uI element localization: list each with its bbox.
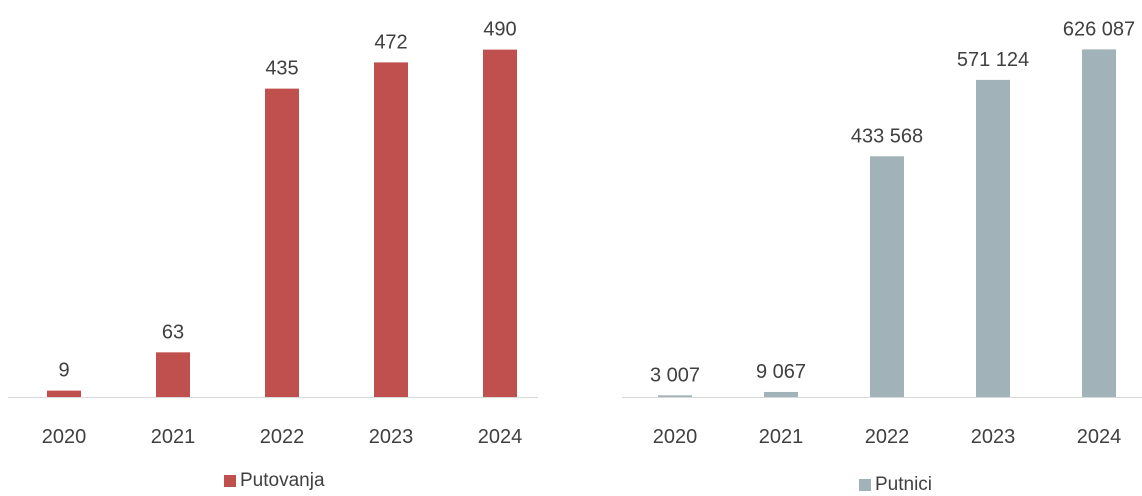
legend-putnici: Putnici (859, 474, 932, 496)
x-tick-label-2023: 2023 (971, 426, 1016, 448)
bar-2020 (47, 390, 81, 397)
x-tick-label-2023: 2023 (369, 426, 414, 448)
legend-swatch-putnici (859, 479, 871, 491)
bar-2024 (1082, 49, 1116, 398)
data-label-2023: 571 124 (957, 49, 1029, 71)
data-label-2020: 9 (58, 360, 69, 382)
bar-2023 (374, 62, 408, 398)
data-label-2021: 63 (162, 321, 184, 343)
data-label-2024: 626 087 (1063, 18, 1135, 40)
x-tick-label-2022: 2022 (260, 426, 305, 448)
bar-2021 (764, 391, 798, 397)
legend-swatch-putovanja (224, 475, 236, 487)
data-label-2023: 472 (374, 31, 407, 53)
x-tick-label-2020: 2020 (42, 426, 87, 448)
legend-putovanja: Putovanja (224, 470, 325, 492)
data-label-2020: 3 007 (650, 364, 700, 386)
bar-2022 (265, 88, 299, 397)
x-tick-label-2021: 2021 (151, 426, 196, 448)
legend-label-putovanja: Putovanja (240, 470, 325, 491)
bar-2020 (658, 395, 692, 397)
chart-2: 3 007 2020 9 067 2021 433 568 2022 571 124 2023… (622, 18, 1142, 448)
x-tick-label-2024: 2024 (478, 426, 523, 448)
bar-2023 (976, 79, 1010, 398)
x-tick-label-2020: 2020 (653, 426, 698, 448)
data-label-2022: 435 (265, 58, 298, 80)
x-tick-label-2024: 2024 (1077, 426, 1122, 448)
bar-2021 (156, 352, 190, 397)
bar-2022 (870, 156, 904, 397)
legend-label-putnici: Putnici (875, 474, 933, 495)
x-tick-label-2022: 2022 (865, 426, 910, 448)
x-tick-label-2021: 2021 (759, 426, 804, 448)
bar-2024 (483, 49, 517, 397)
data-label-2022: 433 568 (851, 125, 923, 147)
chart-1: 9 2020 63 2021 435 2022 472 2023 490 2024 (8, 19, 538, 448)
data-label-2021: 9 067 (756, 361, 806, 383)
data-label-2024: 490 (483, 19, 516, 41)
